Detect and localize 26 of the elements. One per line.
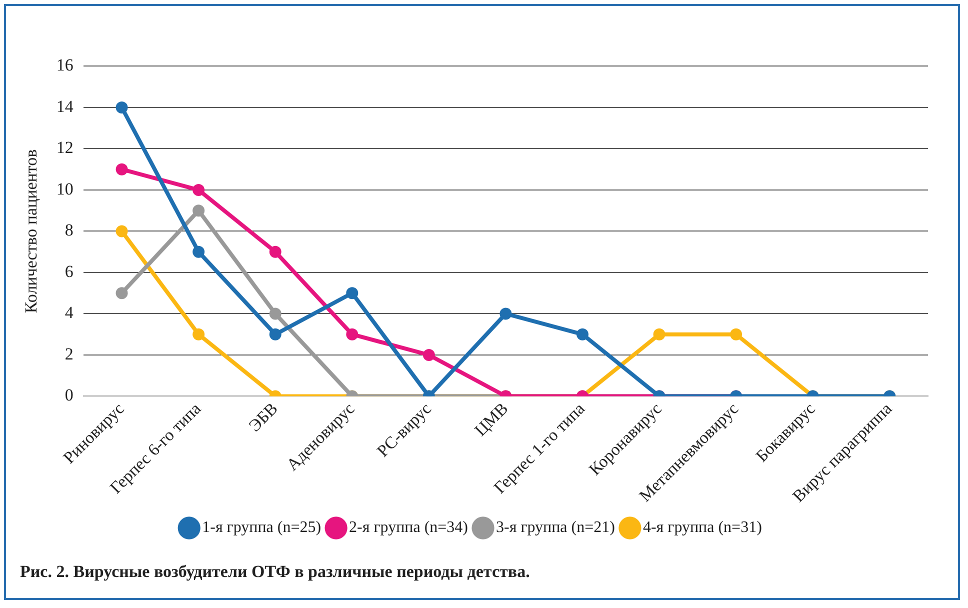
point (116, 163, 128, 176)
y-tick-label: 0 (64, 386, 74, 405)
point (269, 308, 282, 320)
point (116, 225, 128, 238)
point (346, 287, 358, 300)
y-tick-label: 10 (56, 179, 74, 198)
x-tick-label: ЭБВ (245, 399, 282, 436)
text: Рис. 2. Вирусные возбудители ОТФ в различные периоды детства. (20, 562, 530, 582)
point (192, 246, 205, 258)
y-tick-label: 14 (56, 96, 74, 116)
legend-label: 3-я группа (n=21) (496, 519, 615, 536)
y-axis-title: Количество пациентов (22, 149, 41, 314)
point (500, 308, 512, 320)
y-tick-label: 6 (64, 262, 74, 281)
point (116, 287, 128, 300)
legend-label: 1-я группа (n=25) (202, 519, 322, 536)
y-tick-label: 2 (64, 344, 74, 364)
y-tick-label: 12 (56, 138, 74, 158)
point (269, 246, 282, 258)
legend-label: 2-я группа (n=34) (349, 519, 468, 536)
y-tick-label: 16 (56, 56, 74, 75)
legend-label: 4-я группа (n=31) (642, 519, 762, 536)
point (192, 184, 205, 196)
y-tick-label: 4 (64, 303, 74, 322)
point (192, 204, 205, 217)
y-tick-label: 8 (64, 220, 74, 240)
